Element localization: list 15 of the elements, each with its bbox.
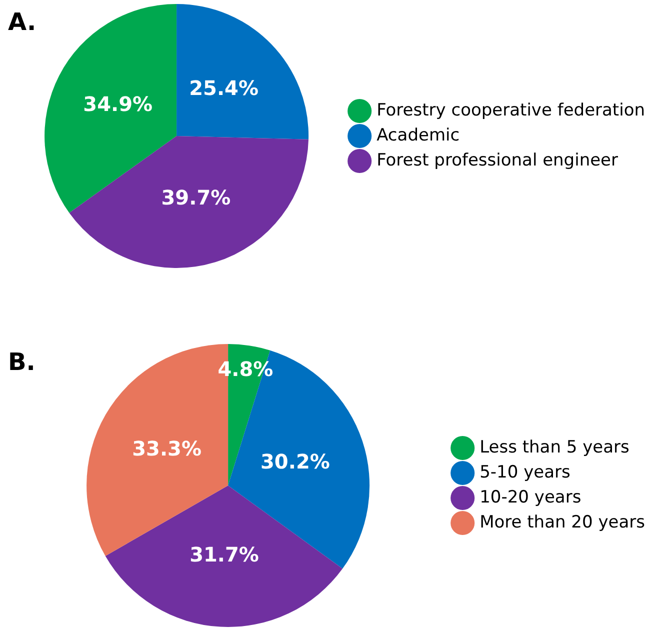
legend-label: Forestry cooperative federation	[376, 100, 645, 120]
legend-label: Less than 5 years	[480, 437, 630, 458]
legend-label: Academic	[376, 125, 460, 146]
data-label: 33.3%	[132, 436, 202, 460]
legend-label: Forest professional engineer	[376, 150, 618, 170]
legend-label: 10-20 years	[480, 487, 582, 508]
chart-title: A.	[8, 8, 36, 36]
data-label: 25.4%	[189, 76, 258, 100]
data-label: 30.2%	[260, 449, 330, 474]
chart-title: B.	[8, 348, 36, 376]
data-label: 31.7%	[190, 542, 259, 566]
data-label: 34.9%	[83, 92, 153, 116]
data-label: 39.7%	[161, 185, 231, 210]
legend-label: More than 20 years	[480, 512, 646, 532]
legend-label: 5-10 years	[480, 462, 571, 482]
